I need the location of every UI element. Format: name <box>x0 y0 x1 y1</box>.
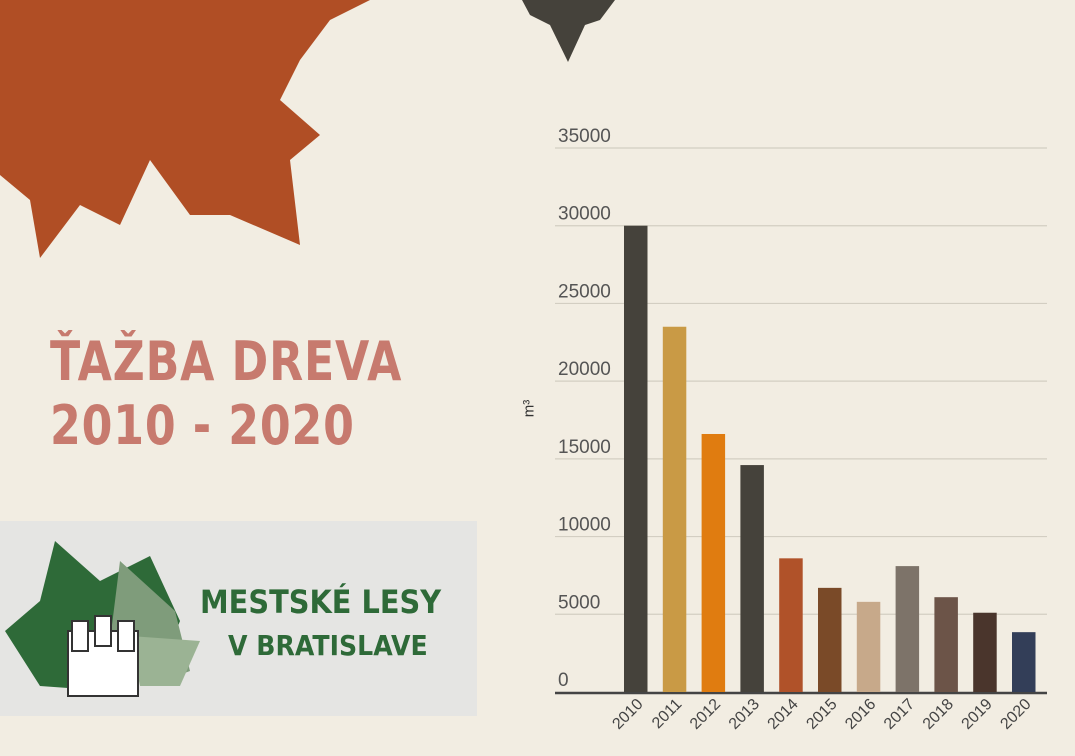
bar-2017 <box>895 566 920 692</box>
y-tick-label: 0 <box>558 670 569 691</box>
y-tick-label: 25000 <box>558 281 611 302</box>
y-tick-label: 30000 <box>558 204 611 225</box>
y-tick-label: 10000 <box>558 515 611 536</box>
bar-2012 <box>701 433 726 692</box>
logo: MESTSKÉ LESY V BRATISLAVE <box>0 521 477 716</box>
page-title: ŤAŽBA DREVA 2010 - 2020 <box>50 330 402 458</box>
x-tick-label: 2015 <box>803 696 840 733</box>
bar-2019 <box>973 612 997 692</box>
bar-2010 <box>624 225 648 692</box>
title-line-1: ŤAŽBA DREVA <box>50 330 403 393</box>
x-tick-label: 2019 <box>959 696 996 733</box>
x-tick-label: 2016 <box>842 696 879 733</box>
x-tick-label: 2012 <box>687 696 724 733</box>
logo-leaves-icon <box>5 541 200 697</box>
bar-2013 <box>740 465 764 692</box>
leaf-tip-decoration <box>522 0 615 62</box>
y-tick-label: 5000 <box>558 592 600 613</box>
x-tick-label: 2017 <box>881 696 918 733</box>
maple-leaf-decoration <box>0 0 370 258</box>
logo-text-line-2: V BRATISLAVE <box>228 629 428 662</box>
x-tick-label: 2018 <box>920 696 957 733</box>
bar-2016 <box>856 601 881 692</box>
logo-text-line-1: MESTSKÉ LESY <box>200 583 442 621</box>
bar-2014 <box>779 558 803 692</box>
bar-2020 <box>1012 632 1036 692</box>
x-tick-label: 2011 <box>649 696 685 732</box>
x-tick-label: 2013 <box>726 696 763 733</box>
bar-2015 <box>818 587 842 692</box>
title-line-2: 2010 - 2020 <box>50 394 355 457</box>
x-tick-label: 2010 <box>609 696 646 733</box>
y-tick-label: 15000 <box>558 437 611 458</box>
bar-2018 <box>934 597 958 692</box>
y-tick-label: 20000 <box>558 359 611 380</box>
bar-2011 <box>662 326 687 692</box>
x-tick-label: 2020 <box>997 696 1034 733</box>
x-tick-label: 2014 <box>765 696 802 733</box>
y-tick-label: 35000 <box>558 126 611 147</box>
y-axis-label: m³ <box>520 399 538 418</box>
